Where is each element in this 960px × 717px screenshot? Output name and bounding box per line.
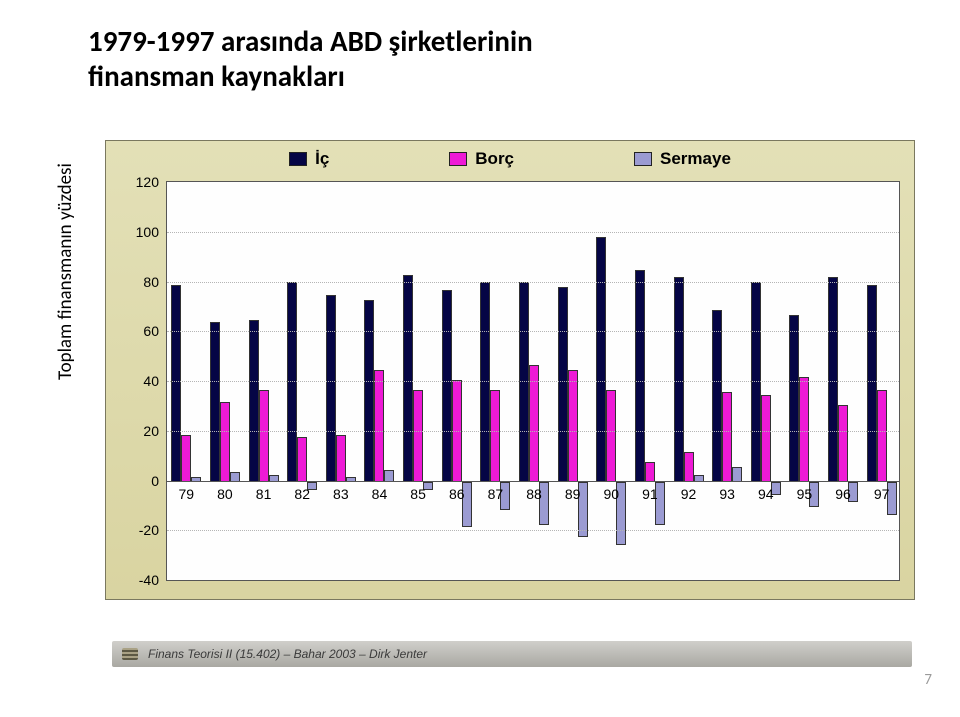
- bar-borc: [761, 395, 771, 483]
- xtick-label: 91: [642, 486, 658, 502]
- plot-area: 79808182838485868788899091929394959697 -…: [166, 181, 900, 581]
- bar-ic: [712, 310, 722, 483]
- footer-icon: [122, 648, 138, 660]
- xtick-label: 90: [603, 486, 619, 502]
- bar-ic: [828, 277, 838, 482]
- bar-borc: [568, 370, 578, 483]
- bar-ic: [867, 285, 877, 483]
- legend-label-sermaye: Sermaye: [660, 149, 731, 169]
- legend-item-ic: İç: [289, 149, 329, 169]
- xtick-label: 97: [874, 486, 890, 502]
- ytick-label: 100: [136, 224, 167, 240]
- bar-ic: [171, 285, 181, 483]
- y-axis-label: Toplam finansmanın yüzdesi: [54, 163, 77, 380]
- bar-ic: [751, 282, 761, 482]
- legend: İç Borç Sermaye: [106, 149, 914, 169]
- gridline: [167, 232, 899, 233]
- bar-ic: [519, 282, 529, 482]
- title-line-1: 1979-1997 arasında ABD şirketlerinin: [88, 24, 533, 59]
- legend-label-ic: İç: [315, 149, 329, 169]
- bar-borc: [490, 390, 500, 483]
- bar-ic: [596, 237, 606, 482]
- gridline: [167, 282, 899, 283]
- legend-swatch-ic: [289, 152, 307, 166]
- footer-bar: Finans Teorisi II (15.402) – Bahar 2003 …: [112, 641, 912, 667]
- bar-borc: [877, 390, 887, 483]
- bar-borc: [799, 377, 809, 482]
- ytick-label: 40: [143, 373, 167, 389]
- legend-swatch-borc: [449, 152, 467, 166]
- xtick-label: 92: [681, 486, 697, 502]
- title-line-2: finansman kaynakları: [88, 59, 533, 94]
- bar-ic: [558, 287, 568, 482]
- bar-borc: [529, 365, 539, 483]
- chart-panel: İç Borç Sermaye 79 80 81 82 83 84 85 86 87 88 89 90…: [105, 140, 915, 600]
- ytick-label: 120: [136, 174, 167, 190]
- xtick-label: 81: [256, 486, 272, 502]
- gridline: [167, 381, 899, 382]
- bar-borc: [606, 390, 616, 483]
- legend-swatch-sermaye: [634, 152, 652, 166]
- ytick-label: 20: [143, 423, 167, 439]
- ytick-label: -40: [139, 572, 167, 588]
- bar-borc: [413, 390, 423, 483]
- ytick-label: 80: [143, 274, 167, 290]
- bar-ic: [287, 282, 297, 482]
- gridline: [167, 530, 899, 531]
- legend-item-sermaye: Sermaye: [634, 149, 731, 169]
- xtick-label: 96: [835, 486, 851, 502]
- slide: 1979-1997 arasında ABD şirketlerinin fin…: [0, 0, 960, 717]
- bar-ic: [249, 320, 259, 483]
- footer-text: Finans Teorisi II (15.402) – Bahar 2003 …: [148, 647, 427, 661]
- xtick-label: 93: [719, 486, 735, 502]
- bar-ic: [480, 282, 490, 482]
- bar-ic: [674, 277, 684, 482]
- xtick-label: 82: [294, 486, 310, 502]
- xtick-label: 95: [797, 486, 813, 502]
- xtick-label: 84: [372, 486, 388, 502]
- bar-ic: [403, 275, 413, 483]
- bar-borc: [181, 435, 191, 483]
- bar-ic: [326, 295, 336, 483]
- ytick-label: 0: [151, 473, 167, 489]
- ytick-label: -20: [139, 522, 167, 538]
- gridline: [167, 431, 899, 432]
- bar-borc: [297, 437, 307, 482]
- legend-item-borc: Borç: [449, 149, 514, 169]
- bar-borc: [722, 392, 732, 482]
- bar-ic: [210, 322, 220, 482]
- bar-ic: [364, 300, 374, 483]
- page-title: 1979-1997 arasında ABD şirketlerinin fin…: [88, 24, 533, 94]
- page-number: 7: [924, 671, 932, 689]
- bar-ic: [789, 315, 799, 483]
- xtick-label: 86: [449, 486, 465, 502]
- bar-borc: [684, 452, 694, 482]
- gridline: [167, 331, 899, 332]
- zero-line: [167, 481, 899, 482]
- xtick-label: 87: [488, 486, 504, 502]
- xtick-label: 79: [179, 486, 195, 502]
- bar-borc: [220, 402, 230, 482]
- xtick-label: 80: [217, 486, 233, 502]
- xtick-label: 88: [526, 486, 542, 502]
- bar-borc: [645, 462, 655, 482]
- xtick-label: 89: [565, 486, 581, 502]
- bar-ic: [635, 270, 645, 483]
- bar-ic: [442, 290, 452, 483]
- bar-borc: [259, 390, 269, 483]
- xtick-label: 94: [758, 486, 774, 502]
- bar-borc: [336, 435, 346, 483]
- bar-borc: [374, 370, 384, 483]
- legend-label-borc: Borç: [475, 149, 514, 169]
- ytick-label: 60: [143, 323, 167, 339]
- xtick-label: 85: [410, 486, 426, 502]
- bar-borc: [838, 405, 848, 483]
- xtick-label: 83: [333, 486, 349, 502]
